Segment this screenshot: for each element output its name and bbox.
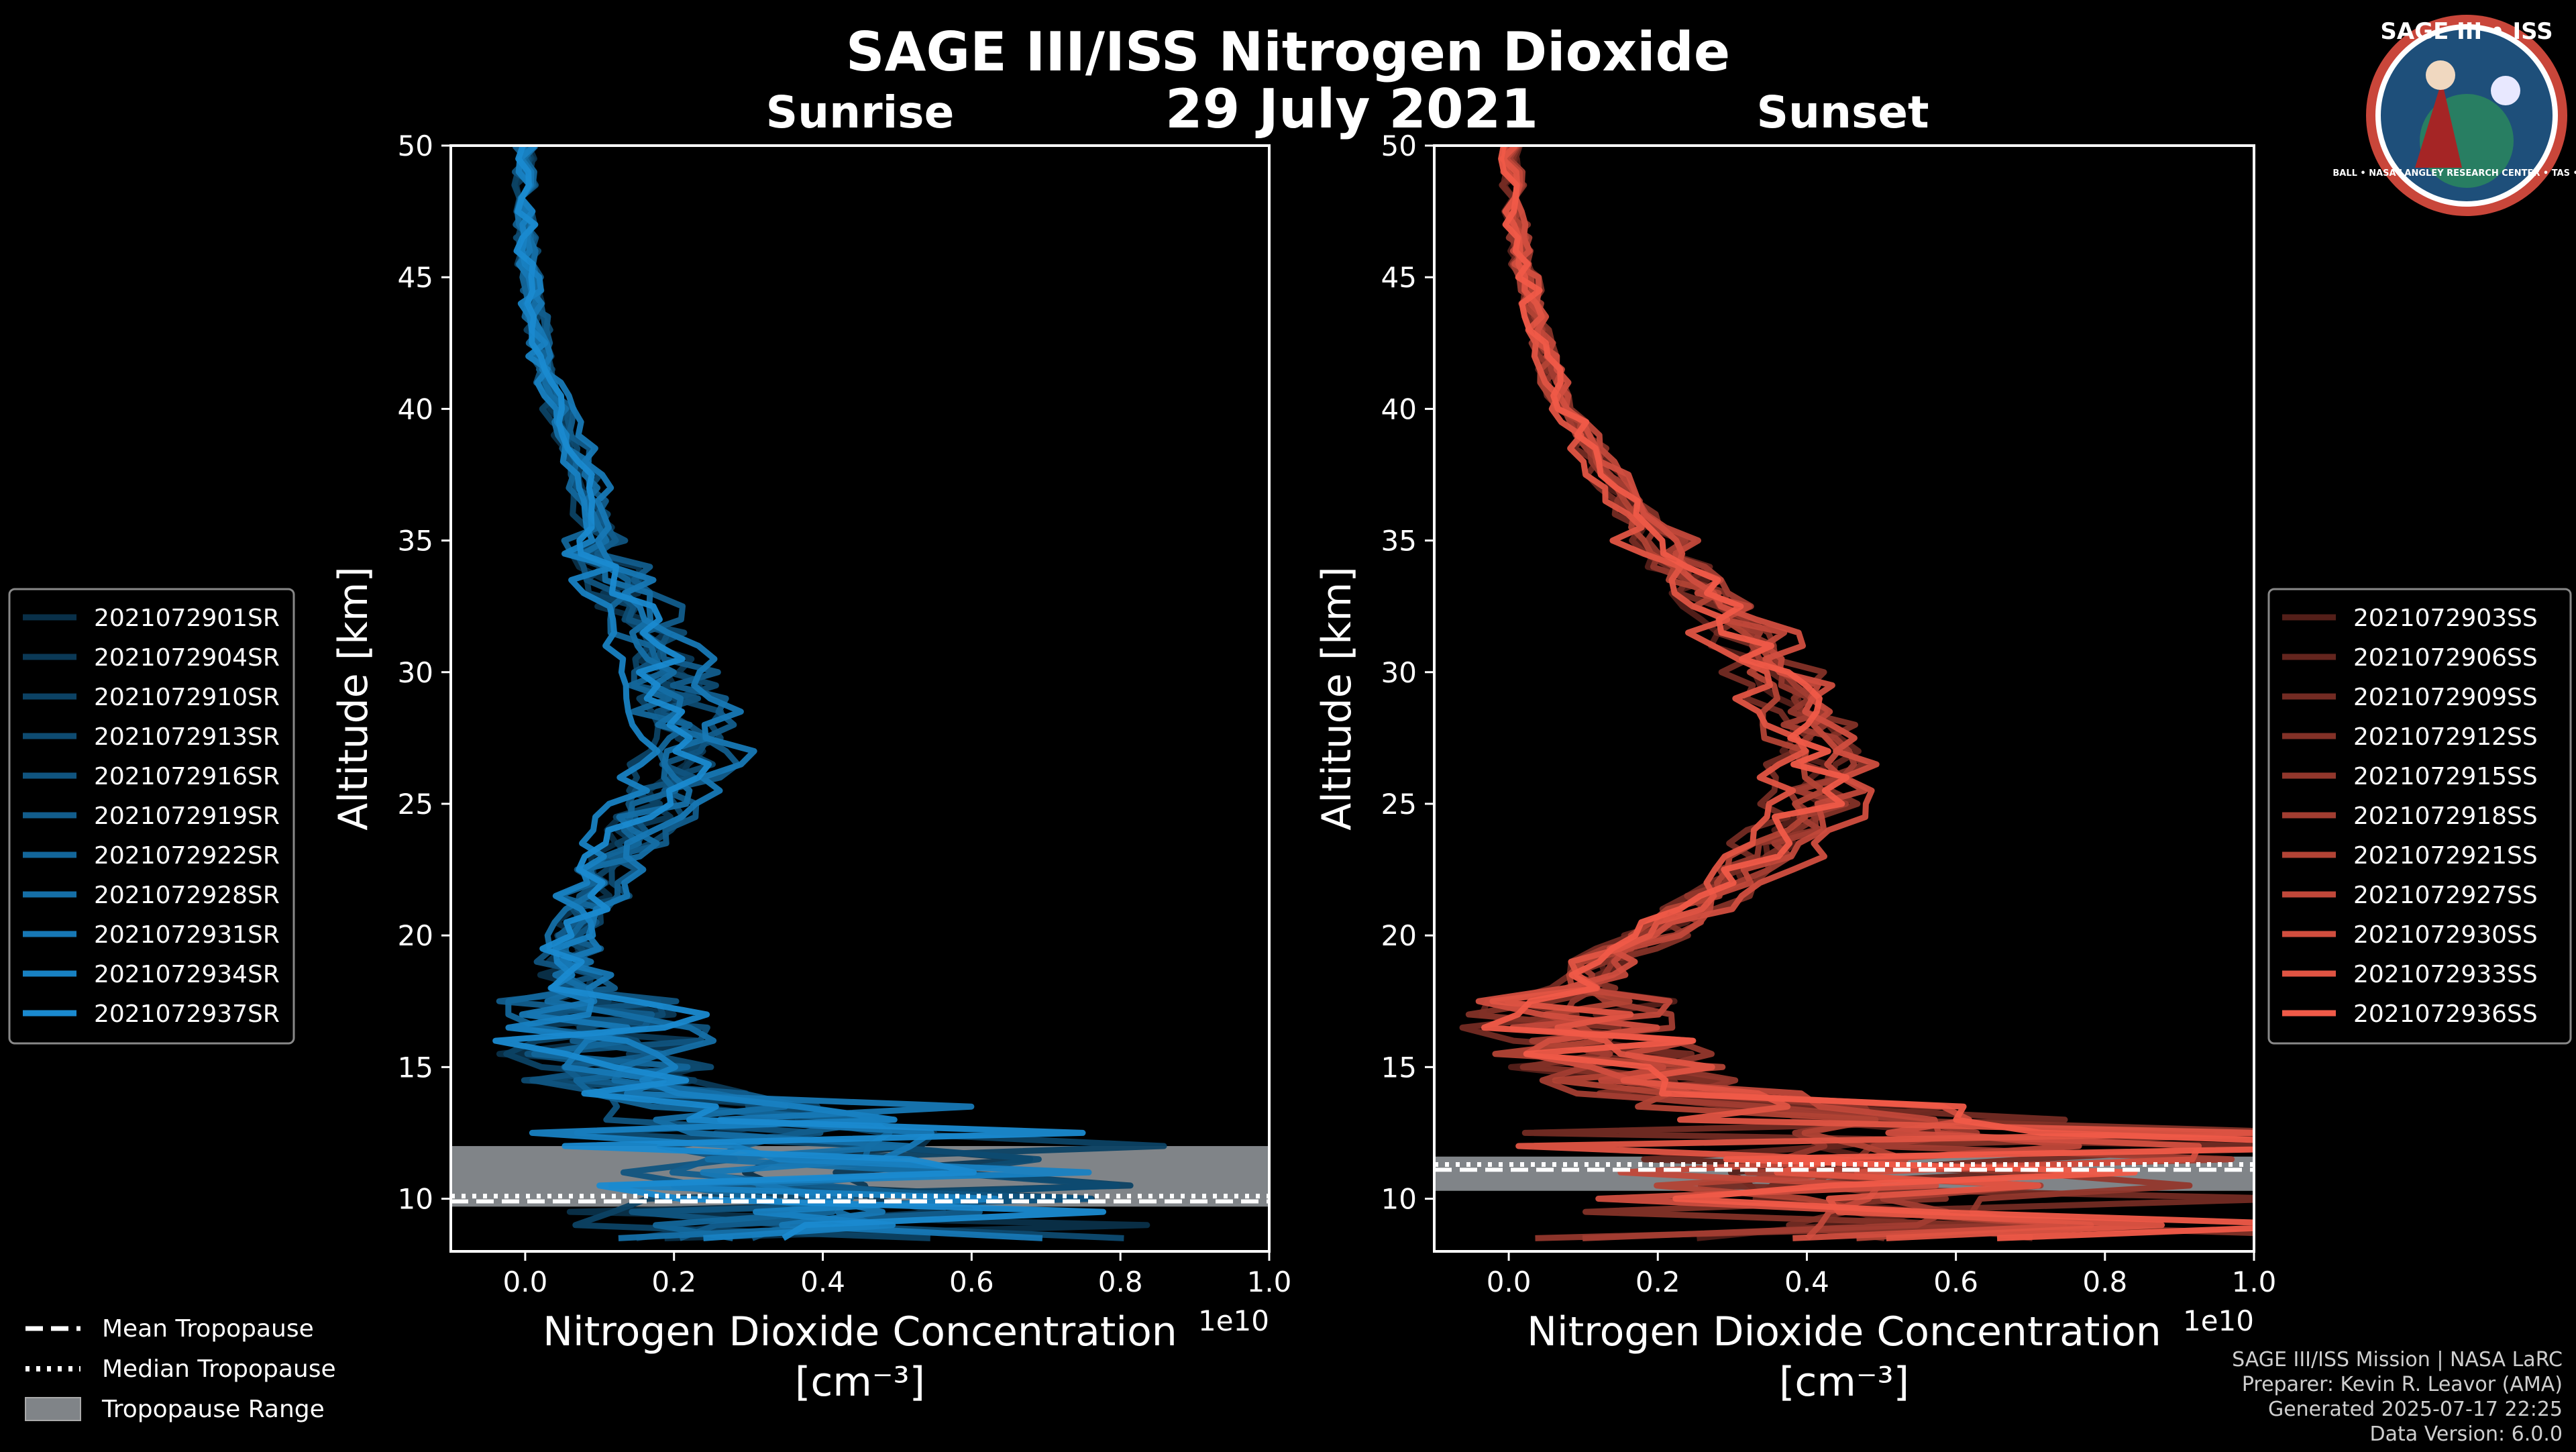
x-axis-units: [cm⁻³] (795, 1359, 925, 1406)
y-tick-label: 20 (398, 919, 433, 952)
legend-entry: 2021072934SR (94, 961, 280, 988)
x-tick-label: 0.4 (800, 1265, 845, 1298)
x-tick-label: 0.2 (1635, 1265, 1680, 1298)
y-tick-label: 50 (398, 129, 433, 162)
x-axis-units: [cm⁻³] (1779, 1359, 1909, 1406)
x-tick-label: 1.0 (2232, 1265, 2277, 1298)
x-tick-label: 0.4 (1784, 1265, 1829, 1298)
x-scale-label: 1e10 (1198, 1304, 1269, 1337)
credit-line: Data Version: 6.0.0 (2370, 1422, 2563, 1446)
legend-entry: 2021072919SR (94, 802, 280, 830)
legend-entry: 2021072921SS (2353, 842, 2538, 870)
y-tick-label: 15 (1381, 1051, 1417, 1084)
legend-entry: 2021072909SS (2353, 684, 2538, 711)
y-tick-label: 45 (1381, 261, 1417, 294)
main-title: SAGE III/ISS Nitrogen Dioxide (846, 21, 1730, 83)
axes-frame (1433, 144, 2255, 1253)
legend-entry: 2021072928SR (94, 882, 280, 909)
legend-entry: 2021072922SR (94, 842, 280, 870)
legend-median-tropopause: Median Tropopause (102, 1355, 336, 1383)
y-tick-label: 45 (398, 261, 433, 294)
legend-range-swatch (25, 1397, 81, 1421)
date-title: 29 July 2021 (1165, 78, 1538, 140)
legend-entry: 2021072910SR (94, 684, 280, 711)
legend-entry: 2021072904SR (94, 644, 280, 672)
sage-logo: SAGE III • ISS BALL • NASA LANGLEY RESEA… (2332, 15, 2576, 216)
credit-line: SAGE III/ISS Mission | NASA LaRC (2232, 1348, 2563, 1371)
logo-ring-text: BALL • NASA LANGLEY RESEARCH CENTER • TA… (2332, 168, 2576, 178)
y-tick-label: 40 (398, 393, 433, 425)
axes-frame (449, 144, 1271, 1253)
legend-entry: 2021072912SS (2353, 723, 2538, 751)
y-tick-label: 30 (398, 656, 433, 689)
y-tick-label: 30 (1381, 656, 1417, 689)
x-tick-label: 0.2 (651, 1265, 696, 1298)
sunrise-legend: 2021072901SR 2021072904SR 2021072910SR 2021… (8, 588, 295, 1045)
y-tick-label: 35 (1381, 525, 1417, 558)
credits: SAGE III/ISS Mission | NASA LaRC Prepare… (2232, 1348, 2563, 1446)
legend-entry: 2021072913SR (94, 723, 280, 751)
sunset-panel: 0.0 0.2 0.4 0.6 0.8 1.0 10 15 20 25 30 35 40 45 50 1e10… (1313, 129, 2277, 1406)
x-tick-label: 0.6 (1933, 1265, 1978, 1298)
profile-line-2021072919SR (496, 146, 983, 1241)
y-tick-label: 15 (398, 1051, 433, 1084)
legend-entry: 2021072915SS (2353, 763, 2538, 790)
plot-area (1434, 146, 2254, 1241)
y-tick-label: 50 (1381, 129, 1417, 162)
legend-entry: 2021072936SS (2353, 1000, 2538, 1028)
x-axis-label: Nitrogen Dioxide Concentration (1527, 1308, 2161, 1355)
logo-text: SAGE III • ISS (2380, 18, 2553, 45)
x-scale-label: 1e10 (2183, 1304, 2254, 1337)
legend-tropopause-range: Tropopause Range (101, 1396, 325, 1423)
x-tick-label: 0.6 (949, 1265, 994, 1298)
x-tick-label: 0.0 (1487, 1265, 1532, 1298)
x-tick-label: 1.0 (1247, 1265, 1292, 1298)
sunrise-panel: 0.0 0.2 0.4 0.6 0.8 1.0 10 15 20 25 30 35 40 45 50 1e10… (330, 129, 1291, 1406)
y-tick-label: 20 (1381, 919, 1417, 952)
y-axis-label: Altitude [km] (1313, 566, 1360, 831)
x-tick-label: 0.8 (1098, 1265, 1143, 1298)
legend-mean-tropopause: Mean Tropopause (102, 1315, 314, 1343)
legend-entry: 2021072933SS (2353, 961, 2538, 988)
x-tick-label: 0.0 (503, 1265, 548, 1298)
tropopause-legend: Mean Tropopause Median Tropopause Tropop… (25, 1315, 336, 1423)
profile-line-2021072931SR (516, 146, 1043, 1241)
legend-frame (8, 588, 295, 1045)
legend-entry: 2021072906SS (2353, 644, 2538, 672)
y-tick-label: 25 (1381, 788, 1417, 821)
profile-line-2021072937SR (492, 146, 1107, 1241)
credit-line: Generated 2025-07-17 22:25 (2268, 1398, 2563, 1421)
credit-line: Preparer: Kevin R. Leavor (AMA) (2242, 1373, 2563, 1396)
legend-entry: 2021072930SS (2353, 921, 2538, 949)
legend-entry: 2021072916SR (94, 763, 280, 790)
y-axis-label: Altitude [km] (330, 566, 377, 831)
y-tick-label: 25 (398, 788, 433, 821)
legend-entry: 2021072901SR (94, 605, 280, 632)
y-tick-label: 10 (1381, 1183, 1417, 1216)
y-tick-label: 10 (398, 1183, 433, 1216)
sunrise-subtitle: Sunrise (766, 87, 955, 138)
legend-frame (2267, 588, 2572, 1045)
x-tick-label: 0.8 (2082, 1265, 2127, 1298)
legend-entry: 2021072931SR (94, 921, 280, 949)
legend-entry: 2021072927SS (2353, 882, 2538, 909)
plot-area (451, 146, 1269, 1241)
sunset-subtitle: Sunset (1756, 87, 1929, 138)
y-tick-label: 35 (398, 525, 433, 558)
profile-line-2021072936SS (1481, 146, 2254, 1241)
legend-entry: 2021072918SS (2353, 802, 2538, 830)
sunset-legend: 2021072903SS 2021072906SS 2021072909SS 2021… (2267, 588, 2572, 1045)
legend-entry: 2021072937SR (94, 1000, 280, 1028)
y-tick-label: 40 (1381, 393, 1417, 425)
legend-entry: 2021072903SS (2353, 605, 2538, 632)
x-axis-label: Nitrogen Dioxide Concentration (543, 1308, 1177, 1355)
